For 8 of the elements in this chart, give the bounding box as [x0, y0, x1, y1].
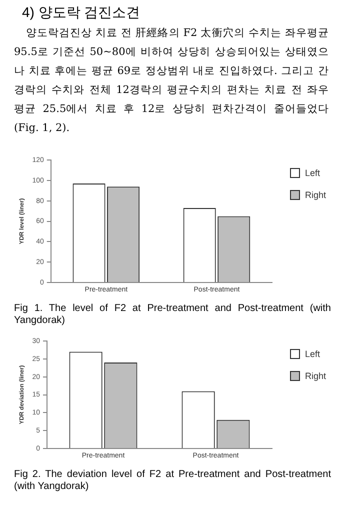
- legend-label: Right: [304, 190, 326, 200]
- caption: Fig 2. The deviation level of F2 at Pre-treatment and Post-treatment (with Yangdorak): [14, 469, 331, 493]
- text: Left: [304, 168, 320, 178]
- legend-label: Right: [304, 371, 326, 381]
- chart-subtitle: 양도락검진상 치료 전 肝經絡의 F2 太衝穴의 수치는 좌우평균 95.5로 기준선 50~80에 비하여 상당히 상승되어있는 상태였으나 치료 후에는 평균 69로 정상범위 내로 진입하였다. 그리고 간경락의 수치와 전체 12경락의 평균수치의 편차는 치료 전 좌우평균 25.5에서 치료 후 12로 상당히 편차간격이 줄어들었다(Fig. 1, 2).: [14, 26, 329, 136]
- caption: Fig 1. The level of F2 at Pre-treatment and Post-treatment (with Yangdorak): [14, 303, 331, 327]
- chart-title: 4) 양도락 검진소견: [22, 4, 142, 22]
- text: Left: [304, 349, 320, 359]
